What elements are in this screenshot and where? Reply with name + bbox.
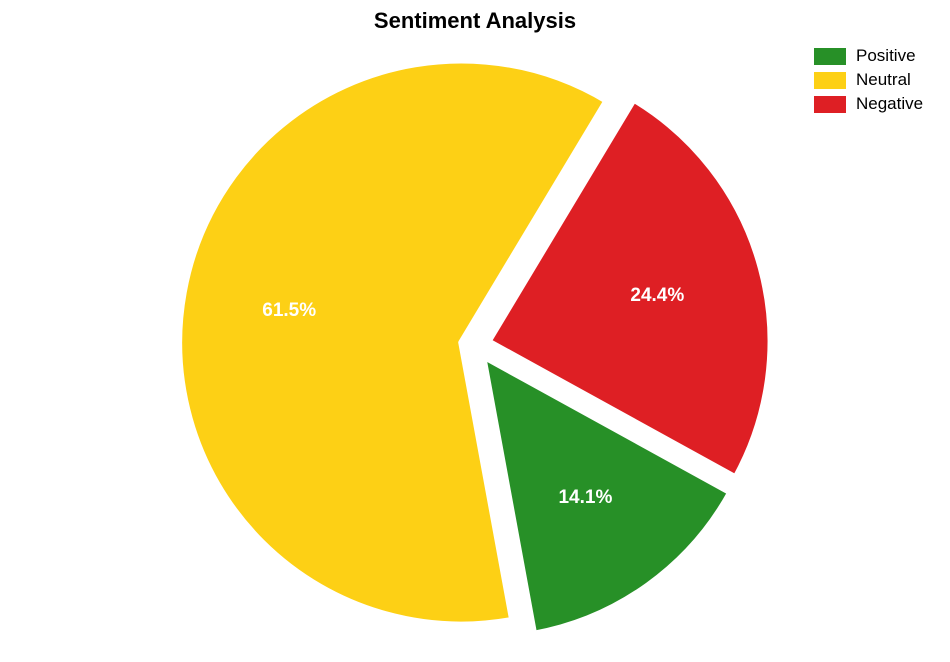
legend-swatch <box>814 96 846 113</box>
legend-item-positive: Positive <box>814 46 923 66</box>
pie-chart <box>0 0 950 662</box>
chart-container: Sentiment Analysis PositiveNeutralNegati… <box>0 0 950 662</box>
legend-item-neutral: Neutral <box>814 70 923 90</box>
slice-label-positive: 14.1% <box>558 487 612 509</box>
legend-label: Negative <box>856 94 923 114</box>
legend-item-negative: Negative <box>814 94 923 114</box>
legend-swatch <box>814 48 846 65</box>
slice-label-negative: 24.4% <box>630 285 684 307</box>
slice-label-neutral: 61.5% <box>262 300 316 322</box>
legend-label: Positive <box>856 46 916 66</box>
legend-label: Neutral <box>856 70 911 90</box>
legend: Positive Neutral Negative <box>814 46 923 118</box>
legend-swatch <box>814 72 846 89</box>
